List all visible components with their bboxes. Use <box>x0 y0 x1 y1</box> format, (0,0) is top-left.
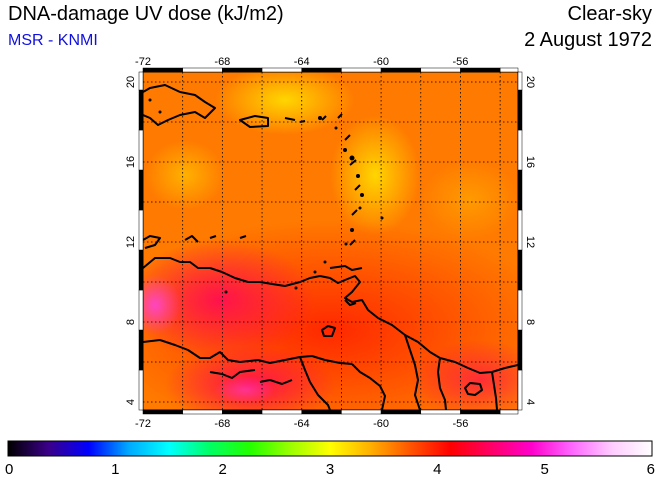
lon-tick-label: -64 <box>294 56 310 68</box>
border-segment <box>301 67 342 73</box>
lat-ticks-left: 20 16 12 8 4 <box>125 76 137 405</box>
lat-tick-label: 12 <box>524 236 536 248</box>
date-label: 2 August 1972 <box>524 29 652 51</box>
border-segment <box>222 409 263 415</box>
border-segment <box>517 89 523 131</box>
border-segment <box>380 67 422 73</box>
border-segment <box>182 67 223 73</box>
lat-tick-label: 16 <box>524 156 536 168</box>
lon-tick-label: -56 <box>453 56 469 68</box>
border-segment <box>341 67 382 73</box>
lon-tick-label: -64 <box>294 418 310 430</box>
colorbar-tick-label: 5 <box>540 461 548 478</box>
sky-condition-label: Clear-sky <box>567 3 652 25</box>
colorbar-tick-label: 6 <box>647 461 655 478</box>
border-segment <box>420 67 461 73</box>
border-segment <box>261 409 302 415</box>
lon-tick-label: -56 <box>453 418 469 430</box>
border-segment <box>517 169 523 211</box>
border-segment <box>517 129 523 171</box>
border-segment <box>380 409 422 415</box>
border-segment <box>138 329 144 371</box>
lon-tick-label: -68 <box>214 418 230 430</box>
border-segment <box>517 329 523 371</box>
border-segment <box>182 409 223 415</box>
border-segment <box>138 209 144 251</box>
source-label: MSR - KNMI <box>8 32 98 49</box>
lat-tick-label: 20 <box>125 76 137 88</box>
border-segment <box>517 289 523 331</box>
border-segment <box>261 67 302 73</box>
border-segment <box>420 409 461 415</box>
border-segment <box>138 169 144 211</box>
border-segment <box>138 289 144 331</box>
lat-tick-label: 4 <box>125 399 137 405</box>
border-segment <box>499 67 519 73</box>
map-border-ladder <box>138 67 523 415</box>
colorbar-tick-label: 2 <box>218 461 226 478</box>
colorbar-ticks: 0 1 2 3 4 5 6 <box>5 461 655 478</box>
uv-field <box>143 72 518 410</box>
lon-ticks-top: -72 -68 -64 -60 -56 <box>135 56 468 68</box>
colorbar-tick-label: 3 <box>326 461 334 478</box>
colorbar-tick-label: 1 <box>111 461 119 478</box>
border-segment <box>517 249 523 291</box>
border-segment <box>142 409 183 415</box>
border-segment <box>138 369 144 411</box>
border-segment <box>301 409 342 415</box>
lat-tick-label: 4 <box>524 399 536 405</box>
border-segment <box>517 209 523 251</box>
border-segment <box>499 409 519 415</box>
border-segment <box>517 71 523 91</box>
border-segment <box>460 67 501 73</box>
colorbar-tick-label: 0 <box>5 461 13 478</box>
lon-tick-label: -68 <box>214 56 230 68</box>
border-segment <box>460 409 501 415</box>
border-segment <box>142 67 183 73</box>
border-segment <box>138 71 144 91</box>
lon-ticks-bottom: -72 -68 -64 -60 -56 <box>135 418 468 430</box>
colorbar <box>7 440 653 457</box>
lon-tick-label: -60 <box>373 418 389 430</box>
border-segment <box>341 409 382 415</box>
map-title: DNA-damage UV dose (kJ/m2) <box>8 3 284 25</box>
border-segment <box>138 89 144 131</box>
lon-tick-label: -72 <box>135 56 151 68</box>
lat-tick-label: 12 <box>125 236 137 248</box>
border-segment <box>138 129 144 171</box>
lat-ticks-right: 20 16 12 8 4 <box>524 76 536 405</box>
lat-tick-label: 16 <box>125 156 137 168</box>
border-segment <box>138 249 144 291</box>
colorbar-tick-label: 4 <box>433 461 441 478</box>
lon-tick-label: -72 <box>135 418 151 430</box>
border-segment <box>222 67 263 73</box>
islands <box>148 98 384 294</box>
border-segment <box>517 369 523 411</box>
lat-tick-label: 8 <box>524 319 536 325</box>
coastline <box>143 84 518 410</box>
lat-tick-label: 20 <box>524 76 536 88</box>
lat-tick-label: 8 <box>125 319 137 325</box>
lon-tick-label: -60 <box>373 56 389 68</box>
